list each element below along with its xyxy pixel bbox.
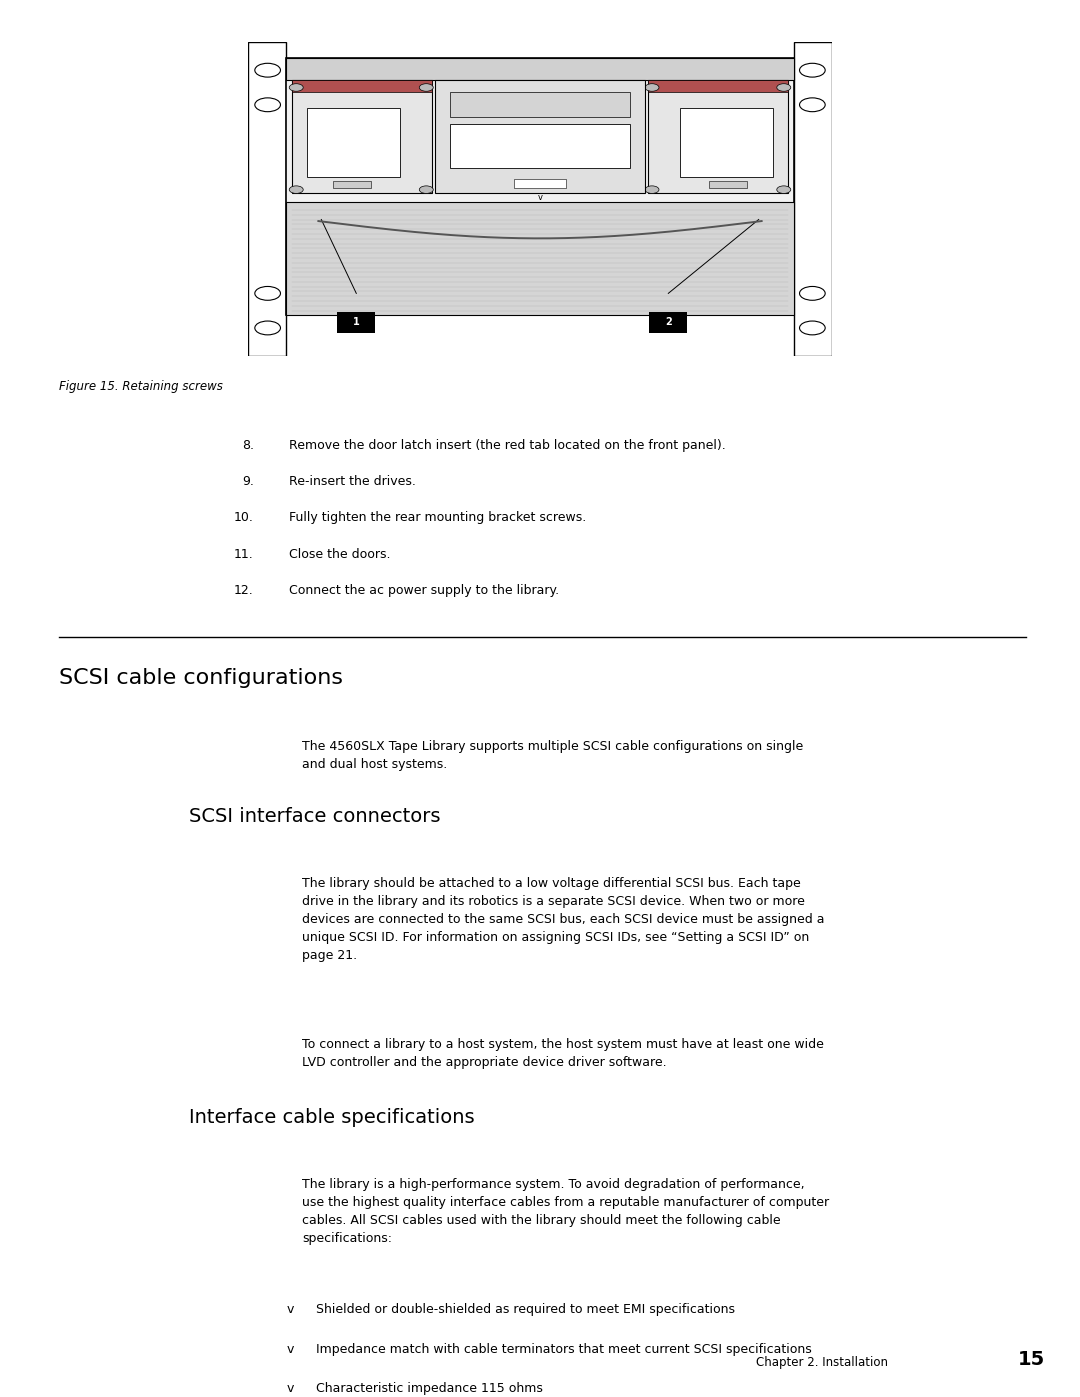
Text: Re-insert the drives.: Re-insert the drives. <box>289 475 416 488</box>
Bar <box>680 108 773 177</box>
Text: 1: 1 <box>353 317 360 327</box>
Text: Impedance match with cable terminators that meet current SCSI specifications: Impedance match with cable terminators t… <box>316 1343 812 1355</box>
Circle shape <box>645 84 659 91</box>
Bar <box>435 80 645 193</box>
Text: v: v <box>286 1343 294 1355</box>
Text: Characteristic impedance 115 ohms: Characteristic impedance 115 ohms <box>316 1382 543 1394</box>
Text: Fully tighten the rear mounting bracket screws.: Fully tighten the rear mounting bracket … <box>289 511 586 524</box>
Text: v: v <box>286 1303 294 1316</box>
Text: Close the doors.: Close the doors. <box>289 548 391 560</box>
Circle shape <box>645 186 659 193</box>
Circle shape <box>777 186 791 193</box>
Bar <box>648 80 788 193</box>
Text: 11.: 11. <box>234 548 254 560</box>
Circle shape <box>419 84 433 91</box>
Circle shape <box>289 186 303 193</box>
Text: Chapter 2. Installation: Chapter 2. Installation <box>756 1356 888 1369</box>
Text: v: v <box>538 193 542 203</box>
Text: The library should be attached to a low voltage differential SCSI bus. Each tape: The library should be attached to a low … <box>302 877 825 963</box>
Circle shape <box>289 84 303 91</box>
Text: 9.: 9. <box>242 475 254 488</box>
Bar <box>710 182 747 189</box>
Text: 10.: 10. <box>234 511 254 524</box>
Bar <box>286 57 794 80</box>
Bar <box>333 182 370 189</box>
Text: v: v <box>286 1382 294 1394</box>
Bar <box>286 57 794 316</box>
Text: 2: 2 <box>665 317 672 327</box>
Text: SCSI interface connectors: SCSI interface connectors <box>189 807 441 827</box>
Text: Shielded or double-shielded as required to meet EMI specifications: Shielded or double-shielded as required … <box>316 1303 735 1316</box>
Text: SCSI cable configurations: SCSI cable configurations <box>59 668 343 687</box>
Bar <box>449 92 631 117</box>
Bar <box>649 312 687 332</box>
Text: The library is a high-performance system. To avoid degradation of performance,
u: The library is a high-performance system… <box>302 1178 829 1245</box>
Circle shape <box>419 186 433 193</box>
Text: Interface cable specifications: Interface cable specifications <box>189 1108 474 1127</box>
Text: Connect the ac power supply to the library.: Connect the ac power supply to the libra… <box>289 584 559 597</box>
Bar <box>514 179 566 189</box>
Bar <box>286 203 794 316</box>
Bar <box>794 42 832 356</box>
Text: Figure 15. Retaining screws: Figure 15. Retaining screws <box>59 380 224 393</box>
Bar <box>449 124 631 168</box>
Circle shape <box>777 84 791 91</box>
Text: 15: 15 <box>1017 1350 1044 1369</box>
Text: 12.: 12. <box>234 584 254 597</box>
Text: 8.: 8. <box>242 439 254 451</box>
Text: The 4560SLX Tape Library supports multiple SCSI cable configurations on single
a: The 4560SLX Tape Library supports multip… <box>302 740 804 771</box>
Text: To connect a library to a host system, the host system must have at least one wi: To connect a library to a host system, t… <box>302 1038 824 1069</box>
Text: Remove the door latch insert (the red tab located on the front panel).: Remove the door latch insert (the red ta… <box>289 439 726 451</box>
Bar <box>337 312 375 332</box>
Bar <box>292 80 432 193</box>
Bar <box>248 42 286 356</box>
Bar <box>648 80 788 92</box>
Bar <box>307 108 400 177</box>
Bar <box>292 80 432 92</box>
